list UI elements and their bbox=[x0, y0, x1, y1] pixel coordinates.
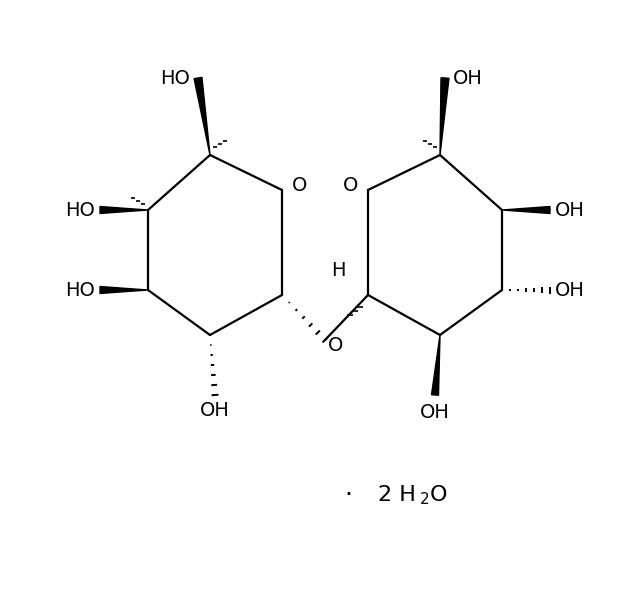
Text: OH: OH bbox=[200, 401, 230, 419]
Text: OH: OH bbox=[555, 280, 585, 299]
Polygon shape bbox=[440, 78, 449, 155]
Text: 2 H: 2 H bbox=[378, 485, 416, 505]
Text: O: O bbox=[328, 336, 344, 355]
Text: O: O bbox=[292, 176, 307, 194]
Text: O: O bbox=[430, 485, 447, 505]
Text: OH: OH bbox=[555, 200, 585, 220]
Text: HO: HO bbox=[160, 68, 190, 88]
Text: O: O bbox=[342, 176, 358, 194]
Polygon shape bbox=[100, 207, 148, 213]
Text: OH: OH bbox=[420, 403, 450, 422]
Polygon shape bbox=[502, 207, 550, 213]
Text: OH: OH bbox=[453, 68, 483, 88]
Text: H: H bbox=[332, 260, 346, 280]
Polygon shape bbox=[100, 286, 148, 293]
Polygon shape bbox=[194, 77, 210, 155]
Text: ·: · bbox=[344, 483, 352, 507]
Polygon shape bbox=[431, 335, 440, 395]
Text: HO: HO bbox=[65, 280, 95, 299]
Text: HO: HO bbox=[65, 200, 95, 220]
Text: 2: 2 bbox=[420, 492, 429, 508]
